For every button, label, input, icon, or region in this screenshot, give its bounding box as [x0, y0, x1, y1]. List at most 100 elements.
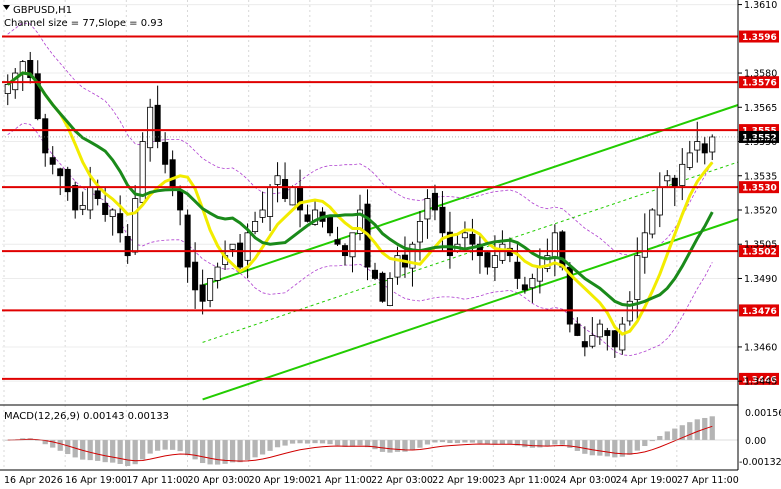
macd-histogram-bar [199, 440, 206, 464]
candle-body [581, 341, 588, 348]
macd-histogram-bar [102, 440, 108, 463]
macd-histogram-bar [469, 440, 476, 443]
candle-body [124, 236, 131, 257]
candle-body [169, 159, 176, 188]
macd-signal-line [7, 425, 713, 462]
macd-histogram-bar [170, 440, 176, 450]
candle-body [42, 118, 49, 154]
macd-histogram-bar [349, 440, 356, 447]
macd-histogram-bar [447, 440, 453, 444]
candle-body [207, 278, 214, 301]
candle-body [536, 266, 543, 282]
level-tag-label: 1.3476 [742, 307, 777, 317]
candle-body [491, 255, 498, 268]
candle-body [439, 206, 446, 234]
macd-histogram-bar [117, 440, 123, 464]
candle-body [312, 209, 319, 225]
candle-body [424, 198, 431, 220]
y-tick-label: 1.3445 [744, 377, 777, 388]
macd-histogram-bar [619, 440, 625, 457]
candle-body [49, 157, 56, 165]
candle-body [596, 323, 603, 338]
macd-histogram-bar [672, 428, 678, 440]
candle-body [686, 152, 693, 168]
candle-body [199, 284, 206, 302]
candle-body [132, 198, 139, 253]
macd-label: MACD(12,26,9) 0.00143 0.00133 [4, 411, 169, 422]
macd-histogram-bar [237, 440, 243, 463]
macd-histogram-bar [394, 440, 401, 452]
envelope-lower [7, 122, 713, 357]
candle-body [469, 233, 476, 245]
candle-body [19, 61, 26, 74]
candle-body [641, 232, 648, 258]
candle-body [87, 186, 94, 211]
y-tick-label: 1.3535 [744, 171, 777, 182]
candle-body [514, 261, 521, 279]
macd-histogram-bar [50, 440, 56, 448]
macd-histogram-bar [514, 440, 521, 446]
macd-histogram-bar [634, 440, 640, 451]
macd-histogram-bar [552, 440, 558, 445]
y-tick-label: 1.3580 [744, 69, 777, 80]
x-tick-label: 24 Apr 03:00 [555, 475, 617, 486]
candle-body [109, 209, 116, 218]
macd-histogram-bar [297, 440, 303, 444]
y-tick-label: 1.3550 [744, 137, 777, 148]
x-tick-label: 27 Apr 11:00 [677, 475, 739, 486]
macd-histogram-bar [687, 422, 693, 440]
candle-body [267, 186, 274, 217]
candle-body [671, 177, 678, 188]
macd-histogram-bar [184, 440, 191, 456]
channel-info: Channel size = 77,Slope = 0.93 [4, 18, 163, 29]
macd-histogram-bar [694, 419, 700, 440]
macd-histogram-bar [492, 440, 498, 445]
macd-tick-bottom: -0.00132 [739, 457, 781, 468]
macd-histogram-bar [432, 440, 438, 443]
macd-histogram-bar [147, 440, 153, 454]
x-tick-label: 21 Apr 11:00 [310, 475, 372, 486]
candle-body [64, 168, 71, 193]
macd-histogram-bar [334, 440, 341, 446]
candle-body [409, 243, 416, 269]
candle-body [551, 232, 558, 259]
macd-histogram-bar [379, 440, 386, 452]
candle-body [139, 141, 146, 203]
macd-histogram-bar [522, 440, 528, 448]
candle-body [529, 278, 536, 289]
y-tick-label: 1.3520 [744, 205, 777, 216]
candle-body [27, 60, 34, 79]
candle-body [379, 272, 386, 302]
candle-body [476, 243, 483, 257]
candle-body [619, 323, 626, 351]
macd-histogram-bar [304, 440, 311, 444]
candle-body [416, 221, 423, 243]
macd-tick-top: 0.00156 [745, 408, 781, 419]
macd-histogram-bar [244, 440, 251, 460]
candle-body [259, 209, 266, 218]
macd-histogram-bar [597, 440, 603, 456]
candle-body [349, 232, 356, 258]
candle-body [274, 175, 281, 185]
macd-histogram-bar [409, 440, 416, 451]
level-tag [739, 372, 779, 385]
macd-histogram-bar [402, 440, 408, 452]
symbol-title: GBPUSD,H1 [13, 5, 72, 16]
candle-body [461, 232, 468, 239]
candle-body [544, 255, 551, 269]
level-tag [739, 304, 779, 317]
candle-body [102, 202, 109, 215]
macd-histogram-bar [207, 440, 213, 465]
macd-histogram-bar [267, 440, 273, 451]
macd-histogram-bar [162, 440, 168, 450]
candle-body [34, 73, 41, 120]
dropdown-triangle-icon[interactable] [3, 5, 10, 10]
macd-histogram-bar [312, 440, 318, 444]
macd-histogram-bar [132, 440, 138, 465]
macd-histogram-bar [57, 440, 63, 451]
candle-body [282, 179, 289, 199]
macd-histogram-bar [612, 440, 618, 458]
macd-histogram-bar [364, 440, 371, 448]
candle-body [634, 255, 641, 300]
